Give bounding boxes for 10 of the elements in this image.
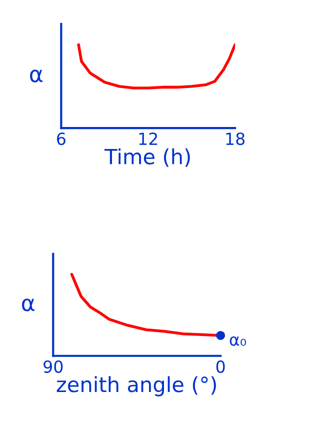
x-axis-title: Time (h) xyxy=(104,148,190,167)
x-tick-label: 18 xyxy=(226,132,245,146)
y-axis-title: α xyxy=(22,298,34,312)
annotation: α₀ xyxy=(230,336,246,346)
x-tick-label: 90 xyxy=(44,360,63,373)
x-axis-title: zenith angle (°) xyxy=(56,376,216,396)
x-tick-label: 12 xyxy=(139,132,158,145)
y-axis-title: α xyxy=(30,70,42,82)
x-tick-label: 6 xyxy=(57,132,66,146)
x-tick-label: 0 xyxy=(216,360,225,373)
